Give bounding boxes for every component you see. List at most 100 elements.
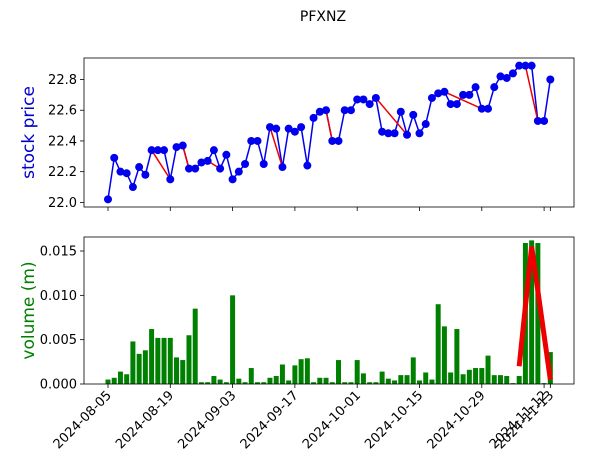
volume-bar [167,337,173,384]
volume-bar [373,382,379,384]
volume-bar [192,308,198,384]
price-dot [197,158,206,167]
price-dot [540,116,549,125]
volume-bar [105,379,111,384]
price-dot [508,69,517,78]
price-dot [203,156,212,165]
volume-bar [435,304,441,384]
x-tick-label: 2024-09-17 [238,388,302,452]
price-dot [434,89,443,98]
y-tick-label: 22.4 [48,134,77,149]
volume-bar [136,353,142,384]
volume-bar [236,378,242,384]
price-dot [141,170,150,179]
volume-bar [161,337,167,384]
volume-bar [186,335,192,384]
price-dot [253,136,262,145]
volume-bar [448,372,454,384]
price-dot [135,163,144,172]
price-line [107,64,552,200]
volume-bar [516,376,522,384]
signal-line [524,65,539,122]
price-dot [533,116,542,125]
price-dot [515,61,524,70]
volume-bar [329,382,335,384]
volume-bar [142,350,148,384]
price-dot [278,163,287,172]
x-tick-label: 2024-08-05 [51,388,115,452]
volume-bar [410,357,416,384]
price-dot [502,73,511,82]
volume-bar [198,382,204,384]
price-dot [378,127,387,136]
price-dot [496,72,505,81]
y-tick-label: 22.6 [48,104,77,119]
volume-bar [398,375,404,384]
price-dot [409,110,418,119]
axes-frame [83,57,575,208]
volume-bar [417,380,422,384]
price-dot [322,106,331,115]
volume-bar [261,382,267,384]
volume-bar [348,382,354,384]
volume-bar [473,368,479,384]
x-tick-label: 2024-10-01 [300,388,364,452]
price-dot [390,129,399,138]
price-dot [303,161,312,170]
volume-bar [205,382,211,384]
volume-bar [360,373,366,384]
volume-bar [217,379,223,384]
price-dot [166,175,175,184]
signal-line [150,149,171,180]
volume-bar [174,357,180,384]
x-tick-label: 2024-09-03 [175,388,239,452]
price-dot [178,141,187,150]
price-dot [160,146,169,155]
volume-bar [454,329,460,384]
price-dot [527,61,536,70]
volume-bar [479,368,485,384]
price-dot [396,107,405,116]
price-dot [209,146,218,155]
volume-bar [535,243,541,384]
price-dot [272,124,281,133]
price-dot [216,164,225,173]
price-dot [340,106,349,115]
axes-frame [83,236,575,385]
signal-line [325,110,334,142]
volume-bar [211,376,217,384]
volume-bar [466,369,472,384]
volume-bar [273,376,279,384]
volume-bar [441,326,447,384]
price-dot [309,113,318,122]
price-dot [415,129,424,138]
volume-bar [111,377,117,384]
volume-bar [385,378,391,384]
price-dot [346,106,355,115]
volume-bar [267,377,273,384]
volume-bar [155,337,161,384]
price-dot [184,164,193,173]
volume-bar [317,377,323,384]
y-tick-label: 22.0 [48,196,77,211]
price-dot [384,129,393,138]
price-dot [247,136,256,145]
volume-bar [354,360,360,384]
volume-bar [298,359,304,384]
price-dot [297,123,306,132]
price-dot [459,90,468,99]
y-axis-label: stock price [19,86,39,179]
price-dot [328,136,337,145]
x-tick-label: 2024-10-29 [425,388,489,452]
volume-bar [248,368,254,384]
volume-bar [124,374,130,384]
volume-bar [180,360,186,384]
volume-bar [279,364,285,384]
volume-bar [460,374,466,384]
volume-bar [541,383,547,384]
y-tick-label: 0.015 [40,245,77,260]
price-dot [334,136,343,145]
price-dot [477,104,486,113]
volume-bar [223,382,229,384]
